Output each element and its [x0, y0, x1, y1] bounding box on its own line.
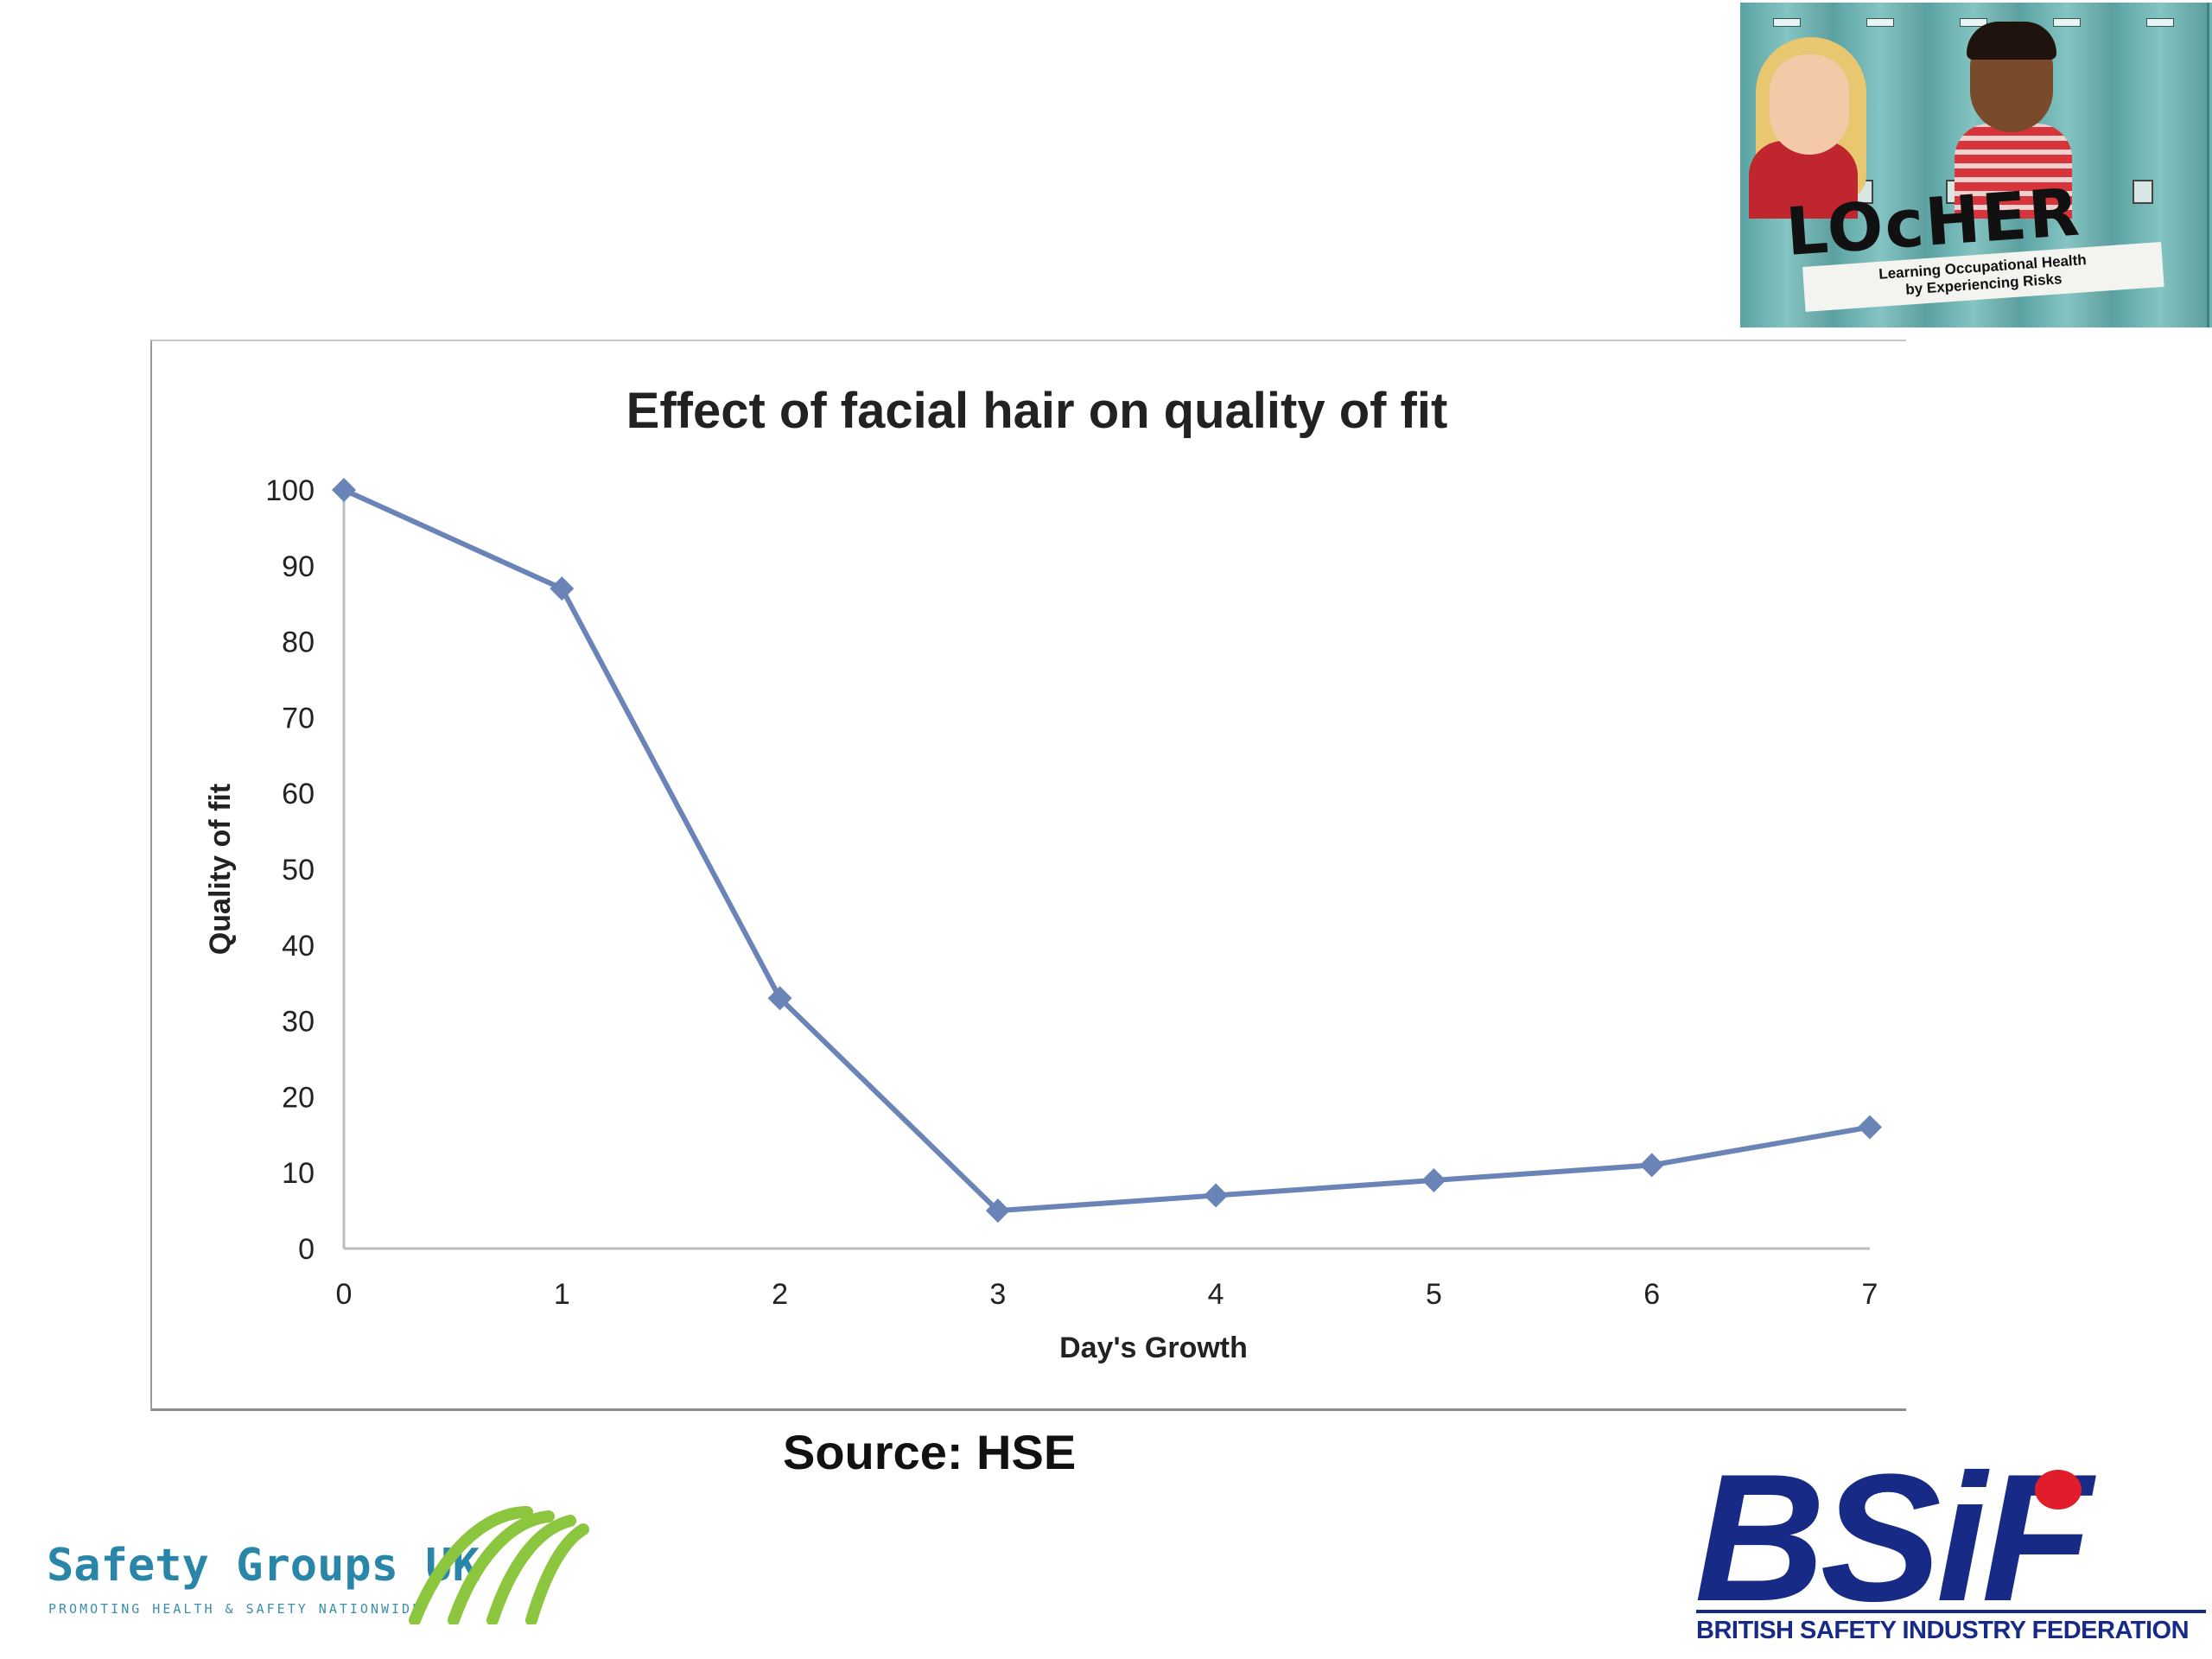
y-tick-label: 90	[282, 550, 315, 583]
boy-illustration	[1955, 124, 2072, 219]
safety-groups-uk-tagline: PROMOTING HEALTH & SAFETY NATIONWIDE	[48, 1601, 423, 1617]
locher-logo: LOcHER Learning Occupational Health by E…	[1740, 3, 2212, 327]
safety-groups-uk-logo: Safety Groups UK PROMOTING HEALTH & SAFE…	[0, 1460, 639, 1659]
data-point-diamond	[1858, 1115, 1882, 1140]
safety-groups-uk-arcs-icon	[409, 1506, 589, 1624]
x-tick-label: 0	[336, 1278, 353, 1311]
data-point-diamond	[985, 1198, 1010, 1224]
y-axis-label: Quality of fit	[204, 784, 237, 955]
y-tick-label: 10	[282, 1157, 315, 1190]
x-tick-label: 6	[1643, 1278, 1660, 1311]
y-tick-label: 0	[298, 1233, 315, 1266]
line-chart: Effect of facial hair on quality of fit …	[204, 383, 1882, 1364]
x-tick-label: 7	[1862, 1278, 1878, 1311]
data-point-diamond	[1421, 1167, 1446, 1192]
x-tick-label: 1	[554, 1278, 570, 1311]
chart-frame: Effect of facial hair on quality of fit …	[150, 340, 1906, 1411]
chart-title: Effect of facial hair on quality of fit	[626, 383, 1448, 439]
y-tick-label: 50	[282, 854, 315, 887]
x-tick-label: 5	[1426, 1278, 1442, 1311]
data-point-diamond	[1204, 1183, 1229, 1208]
source-caption: Source: HSE	[783, 1425, 1077, 1479]
data-point-diamond	[550, 576, 575, 601]
bsif-divider	[1696, 1610, 2206, 1613]
y-tick-label: 40	[282, 930, 315, 963]
x-tick-label: 3	[989, 1278, 1006, 1311]
series-line	[342, 487, 1871, 1214]
y-axis: 0 10 20 30 40 50 60 70 80 90 100	[265, 474, 346, 1266]
data-point-diamond	[1639, 1153, 1664, 1178]
bsif-mark: BSiF	[1694, 1436, 2092, 1639]
bsif-red-dot-icon	[2035, 1470, 2082, 1510]
safety-groups-uk-name: Safety Groups UK	[47, 1540, 480, 1592]
x-axis-label: Day's Growth	[1059, 1332, 1248, 1364]
plot-area	[332, 478, 1882, 1224]
bsif-full-name: BRITISH SAFETY INDUSTRY FEDERATION	[1696, 1617, 2190, 1644]
y-tick-label: 80	[282, 626, 315, 659]
y-tick-label: 30	[282, 1006, 315, 1039]
data-point-diamond	[767, 986, 792, 1011]
y-tick-label: 20	[282, 1081, 315, 1114]
y-tick-label: 70	[282, 702, 315, 734]
x-tick-label: 4	[1208, 1278, 1224, 1311]
y-tick-label: 60	[282, 778, 315, 810]
x-axis: 0 1 2 3 4 5 6 7	[336, 1247, 1878, 1311]
bsif-logo: BSiF BRITISH SAFETY INDUSTRY FEDERATION	[1689, 1447, 2212, 1659]
x-tick-label: 2	[772, 1278, 788, 1311]
y-tick-label: 100	[265, 474, 315, 507]
data-point-diamond	[332, 478, 356, 502]
